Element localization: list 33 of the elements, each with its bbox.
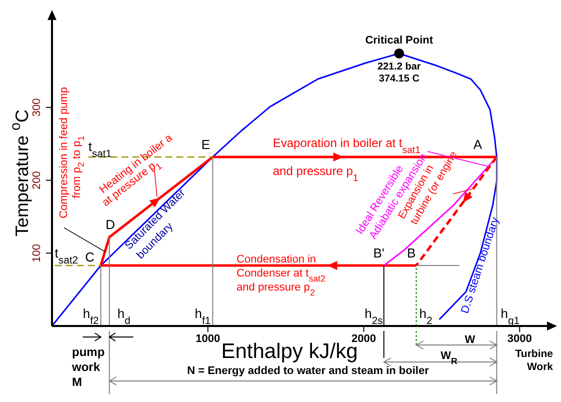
annotation: B [406,246,416,261]
annotation: 374.15 C [378,74,420,85]
annotation: B' [373,246,384,261]
annotation: h$_{d}$ [117,306,131,326]
annotation: Condenser at t$_{sat2}$ [236,268,326,284]
annotation: h$_{f2}$ [82,306,100,326]
annotation: Compression in feed pump [58,86,70,218]
x-tick-label: 1000 [196,332,220,345]
annotation: 221.2 bar [377,62,421,73]
annotation: and pressure p$_{1}$ [272,164,358,184]
annotation: Critical Point [365,34,434,47]
x-tick-label: 2000 [352,332,376,345]
annotation: C [85,250,94,265]
text: N = Energy added to water and steam in boiler [187,365,430,377]
annotation: t$_{sat1}$ [88,138,112,160]
text: W [464,334,476,346]
annotation: Evaporation in boiler at t$_{sat1}$ [272,136,420,156]
text: W$_{R}$ [440,350,458,366]
annotation: h$_{2s}$ [364,306,383,326]
annotation: D [106,217,116,232]
annotation: A [473,136,482,152]
y-tick-label: 200 [31,171,43,190]
x-tick-label: 3000 [507,332,532,345]
text: pump work M [71,345,105,389]
annotation: t$_{sat2}$ [54,246,78,266]
y-tick-label: 300 [31,98,43,117]
annotation: E [201,136,210,152]
annotation: Condensation in [236,254,316,266]
annotation: h$_{f1}$ [194,306,211,326]
annotation: h$_{2}$ [419,306,433,326]
annotation: and pressure p$_{2}$ [236,282,315,298]
y-tick-label: 100 [31,244,43,262]
text: Turbine Work [515,348,554,373]
